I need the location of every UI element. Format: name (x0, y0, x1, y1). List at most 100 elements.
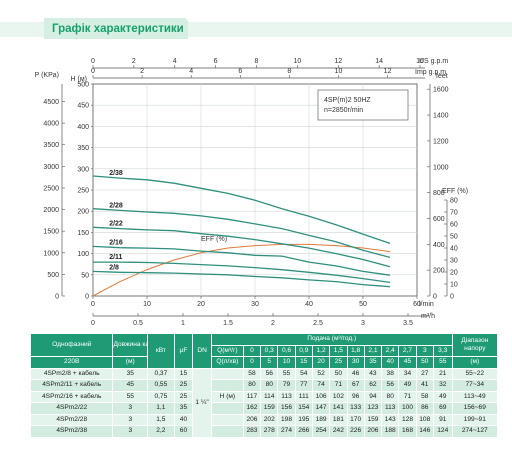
us-gpm-tick-label: 0 (91, 58, 95, 65)
header-kw: кВт (147, 333, 175, 369)
header-flow-m3-value: 0 (242, 344, 262, 357)
cell-head-value: 49 (398, 379, 417, 392)
info-box-line: n=2850r/min (324, 107, 363, 114)
imp-gpm-label: Imp g.p.m (415, 69, 446, 76)
us-gpm-tick-label: 14 (375, 58, 383, 65)
pressure-tick-label: 2500 (43, 185, 59, 192)
section-header: Графік характеристики (0, 0, 512, 39)
curve-label-2-8: 2/8 (109, 264, 119, 271)
cell-uf: 15 (173, 367, 194, 380)
head-tick-label: 400 (77, 124, 89, 131)
cell-model: 4SPm2/8 + кабель (29, 367, 114, 380)
eff-curve-label: EFF (%) (201, 236, 227, 243)
us-gpm-tick-label: 10 (293, 58, 301, 65)
eff-tick-label: 70 (450, 210, 458, 217)
head-tick-label: 50 (81, 272, 89, 279)
pressure-tick-label: 4000 (43, 121, 59, 128)
header-flow-title: Подача (м³/год.) (210, 333, 453, 346)
eff-tick-label: 30 (450, 258, 458, 265)
m3h-tick-label: 1 (181, 320, 185, 327)
cell-head-value: 156 (277, 402, 296, 415)
header-flow-lmin-value: 40 (381, 356, 400, 369)
cell-head-value: 117 (242, 390, 262, 403)
header-uf: μF (173, 333, 194, 369)
header-flow-lmin-value: 45 (398, 356, 417, 369)
cell-head-value: 147 (311, 402, 331, 415)
cell-head-value: 56 (381, 379, 400, 392)
feet-tick-label: 200 (433, 268, 445, 275)
eff-curve (92, 243, 391, 297)
cell-model: 4SPm2/11 + кабель (29, 379, 114, 392)
cell-head-value: 106 (311, 390, 331, 403)
cell-kw: 1,1 (147, 402, 175, 415)
cell-head-value: 34 (398, 367, 417, 380)
cell-head-value: 278 (260, 425, 279, 438)
cell-head-value: 202 (260, 413, 279, 426)
cell-head-value: 181 (329, 413, 348, 426)
cell-head-value: 69 (432, 402, 453, 415)
imp-gpm-tick-label: 12 (384, 68, 392, 75)
cell-head-value: 206 (363, 425, 383, 438)
feet-tick-label: 400 (433, 242, 445, 249)
cell-dn: 1 ¼" (192, 367, 212, 438)
us-gpm-tick-label: 2 (132, 58, 136, 65)
head-curve-2-11 (93, 261, 391, 284)
us-gpm-tick-label: 16 (416, 58, 424, 65)
cell-kw: 2,2 (147, 425, 175, 438)
head-tick-label: 500 (77, 82, 89, 89)
cell-head-value: 80 (381, 390, 400, 403)
table-row: 4SPm2/22 3 1,1 35 162 159 156 154 147 141 133 123 11… (29, 402, 499, 415)
curve-label-2-16: 2/16 (109, 240, 123, 247)
cell-uf: 35 (173, 402, 194, 415)
cell-model: 4SPm2/28 (29, 413, 114, 426)
cell-cable: 3 (112, 402, 149, 415)
lmin-tick-label: 30 (251, 301, 259, 308)
header-flow-m3-value: 1,8 (346, 344, 365, 357)
cell-kw: 0,75 (147, 390, 175, 403)
cell-head-value: 283 (242, 425, 262, 438)
cell-head-value: 96 (346, 390, 365, 403)
cell-head-value: 86 (415, 402, 434, 415)
cell-head-value: 114 (260, 390, 279, 403)
m3h-tick-label: 3.5 (403, 320, 413, 327)
cell-cable: 35 (112, 367, 149, 380)
header-flow-lmin-value: 50 (415, 356, 434, 369)
m3h-tick-label: 2 (271, 320, 275, 327)
imp-gpm-tick-label: 8 (287, 68, 291, 75)
m3h-tick-label: 0 (91, 320, 95, 327)
header-flow-m3-value: 1,2 (311, 344, 331, 357)
head-curve-2-8 (92, 270, 391, 288)
cell-head-value: 94 (363, 390, 383, 403)
pressure-tick-label: 2000 (43, 207, 59, 214)
cell-head-spacer (210, 367, 244, 380)
cell-head-value: 58 (242, 367, 262, 380)
cell-uf: 25 (173, 379, 194, 392)
cell-head-value: 206 (242, 413, 262, 426)
head-axis-label: H (м) (71, 76, 87, 83)
imp-gpm-tick-label: 4 (189, 68, 193, 75)
feet-tick-label: 1600 (433, 87, 449, 94)
header-flow-m3-value: 2,4 (381, 344, 400, 357)
eff-tick-label: 10 (450, 282, 458, 289)
cell-head-spacer (210, 413, 244, 426)
cell-head-value: 162 (242, 402, 262, 415)
cell-head-value: 143 (381, 413, 400, 426)
head-tick-label: 100 (77, 251, 89, 258)
header-flow-lmin-value: 0 (242, 356, 262, 369)
cell-head-value: 91 (432, 413, 453, 426)
pressure-tick-label: 3000 (43, 164, 59, 171)
cell-cable: 45 (112, 379, 149, 392)
imp-gpm-tick-label: 0 (91, 68, 95, 75)
cell-head-value: 141 (329, 402, 348, 415)
cell-kw: 0,55 (147, 379, 175, 392)
cell-model: 4SPm2/38 (29, 425, 114, 438)
cell-head-label: H (м) (210, 390, 244, 403)
feet-tick-label: 600 (433, 216, 445, 223)
cell-head-value: 170 (346, 413, 365, 426)
curve-label-2-22: 2/22 (109, 221, 123, 228)
cell-head-value: 50 (329, 367, 348, 380)
cell-head-value: 274 (277, 425, 296, 438)
info-box-line: 4SP(m)2 50HZ (324, 97, 371, 104)
